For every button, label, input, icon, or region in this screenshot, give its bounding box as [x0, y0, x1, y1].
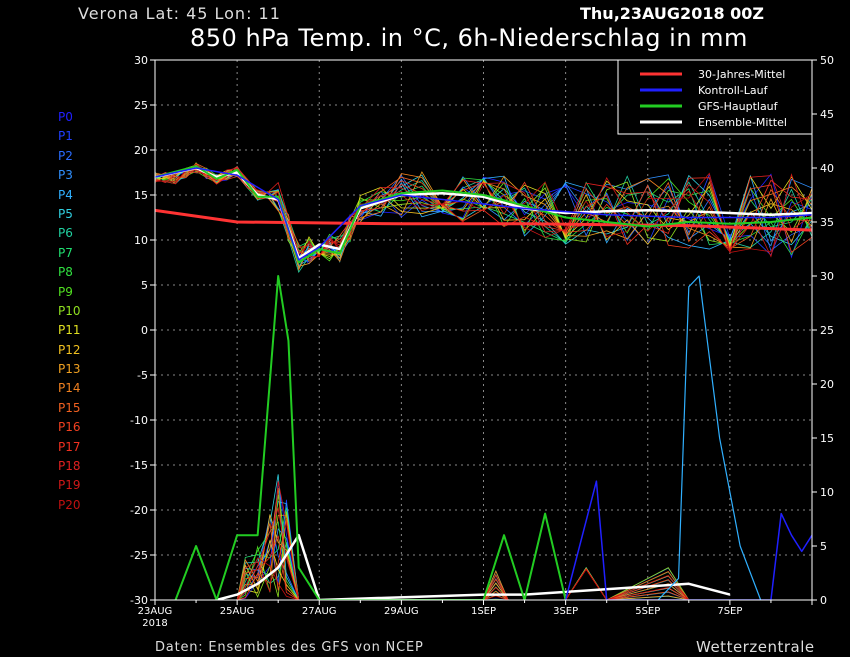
y-right-tick-label: 45 [820, 108, 834, 121]
member-precip-line [236, 494, 812, 600]
member-precip-line [236, 514, 812, 600]
member-precip-line [236, 514, 812, 600]
data-source-note: Daten: Ensembles des GFS von NCEP [155, 640, 424, 655]
run-datetime: Thu,23AUG2018 00Z [580, 4, 765, 23]
y-right-tick-label: 10 [820, 486, 834, 499]
y-left-tick-label: -25 [130, 549, 148, 562]
member-label: P13 [58, 362, 81, 377]
member-label: P15 [58, 400, 81, 415]
member-label: P1 [58, 129, 73, 144]
member-precip-line [236, 522, 812, 600]
y-right-tick-label: 0 [820, 594, 827, 607]
member-precip-line [236, 528, 812, 600]
member-label: P14 [58, 381, 81, 396]
chart-title: 850 hPa Temp. in °C, 6h-Niederschlag in … [190, 24, 748, 52]
y-left-tick-label: -10 [130, 414, 148, 427]
member-label: P16 [58, 420, 81, 435]
y-right-tick-label: 50 [820, 54, 834, 67]
x-tick-label: 5SEP [635, 606, 660, 617]
member-temp-line [155, 166, 812, 257]
member-label: P12 [58, 342, 81, 357]
series-line [564, 480, 812, 600]
x-tick-label: 7SEP [717, 606, 742, 617]
y-left-tick-label: -15 [130, 459, 148, 472]
y-left-tick-label: 25 [134, 99, 148, 112]
y-right-tick-label: 15 [820, 432, 834, 445]
member-label: P4 [58, 187, 73, 202]
member-precip-line [237, 481, 812, 600]
member-precip-line [236, 506, 812, 600]
series-line [216, 533, 731, 600]
series-line [155, 208, 812, 232]
x-year-label: 2018 [142, 618, 167, 629]
member-label: P10 [58, 303, 81, 318]
legend-label: 30-Jahres-Mittel [698, 68, 785, 81]
member-label: P18 [58, 459, 81, 474]
brand-label: Wetterzentrale [696, 638, 815, 656]
member-precip-line [236, 511, 812, 600]
member-label: P7 [58, 245, 73, 260]
legend-label: Kontroll-Lauf [698, 84, 769, 97]
member-label: P17 [58, 439, 81, 454]
x-tick-label: 29AUG [384, 606, 419, 617]
member-label: P3 [58, 168, 73, 183]
x-tick-label: 27AUG [302, 606, 337, 617]
y-left-tick-label: 10 [134, 234, 148, 247]
series-line [155, 167, 812, 261]
member-temp-line [155, 169, 812, 271]
member-precip-line [236, 499, 812, 600]
y-right-tick-label: 30 [820, 270, 834, 283]
legend-label: Ensemble-Mittel [698, 116, 787, 129]
member-label: P19 [58, 478, 81, 493]
y-right-tick-label: 40 [820, 162, 834, 175]
member-label: P5 [58, 206, 73, 221]
y-left-tick-label: -30 [130, 594, 148, 607]
member-precip-line [236, 487, 812, 600]
member-precip-line [236, 501, 812, 600]
y-right-tick-label: 35 [820, 216, 834, 229]
series-line [657, 275, 762, 600]
member-precip-line [236, 481, 812, 600]
member-legend: P0 P1 P2 P3 P4 P5 P6 P7 P8 P9 P10 P11 P12 P13 P14 P15 P1… [58, 108, 81, 515]
member-precip-line [236, 540, 812, 600]
legend-label: GFS-Hauptlauf [698, 100, 779, 113]
member-label: P8 [58, 265, 73, 280]
member-label: P9 [58, 284, 73, 299]
member-label: P6 [58, 226, 73, 241]
series-line [174, 275, 567, 600]
member-precip-line [237, 519, 812, 600]
y-right-tick-label: 25 [820, 324, 834, 337]
member-precip-line [236, 507, 812, 600]
y-left-tick-label: 5 [141, 279, 148, 292]
member-precip-line [236, 521, 812, 600]
member-label: P20 [58, 497, 81, 512]
y-left-tick-label: 30 [134, 54, 148, 67]
y-right-tick-label: 20 [820, 378, 834, 391]
member-label: P2 [58, 148, 73, 163]
member-label: P0 [58, 110, 73, 124]
x-tick-label: 23AUG [138, 606, 173, 617]
x-tick-label: 3SEP [553, 606, 578, 617]
y-left-tick-label: -20 [130, 504, 148, 517]
member-label: P11 [58, 323, 81, 338]
x-tick-label: 25AUG [220, 606, 255, 617]
location-label: Verona Lat: 45 Lon: 11 [78, 4, 281, 23]
member-precip-line [236, 535, 812, 600]
y-left-tick-label: 15 [134, 189, 148, 202]
member-precip-line [236, 474, 812, 600]
y-left-tick-label: 20 [134, 144, 148, 157]
member-precip-line [236, 514, 812, 600]
member-precip-line [236, 542, 812, 600]
x-tick-label: 1SEP [471, 606, 496, 617]
y-left-tick-label: 0 [141, 324, 148, 337]
y-left-tick-label: -5 [137, 369, 148, 382]
y-right-tick-label: 5 [820, 540, 827, 553]
